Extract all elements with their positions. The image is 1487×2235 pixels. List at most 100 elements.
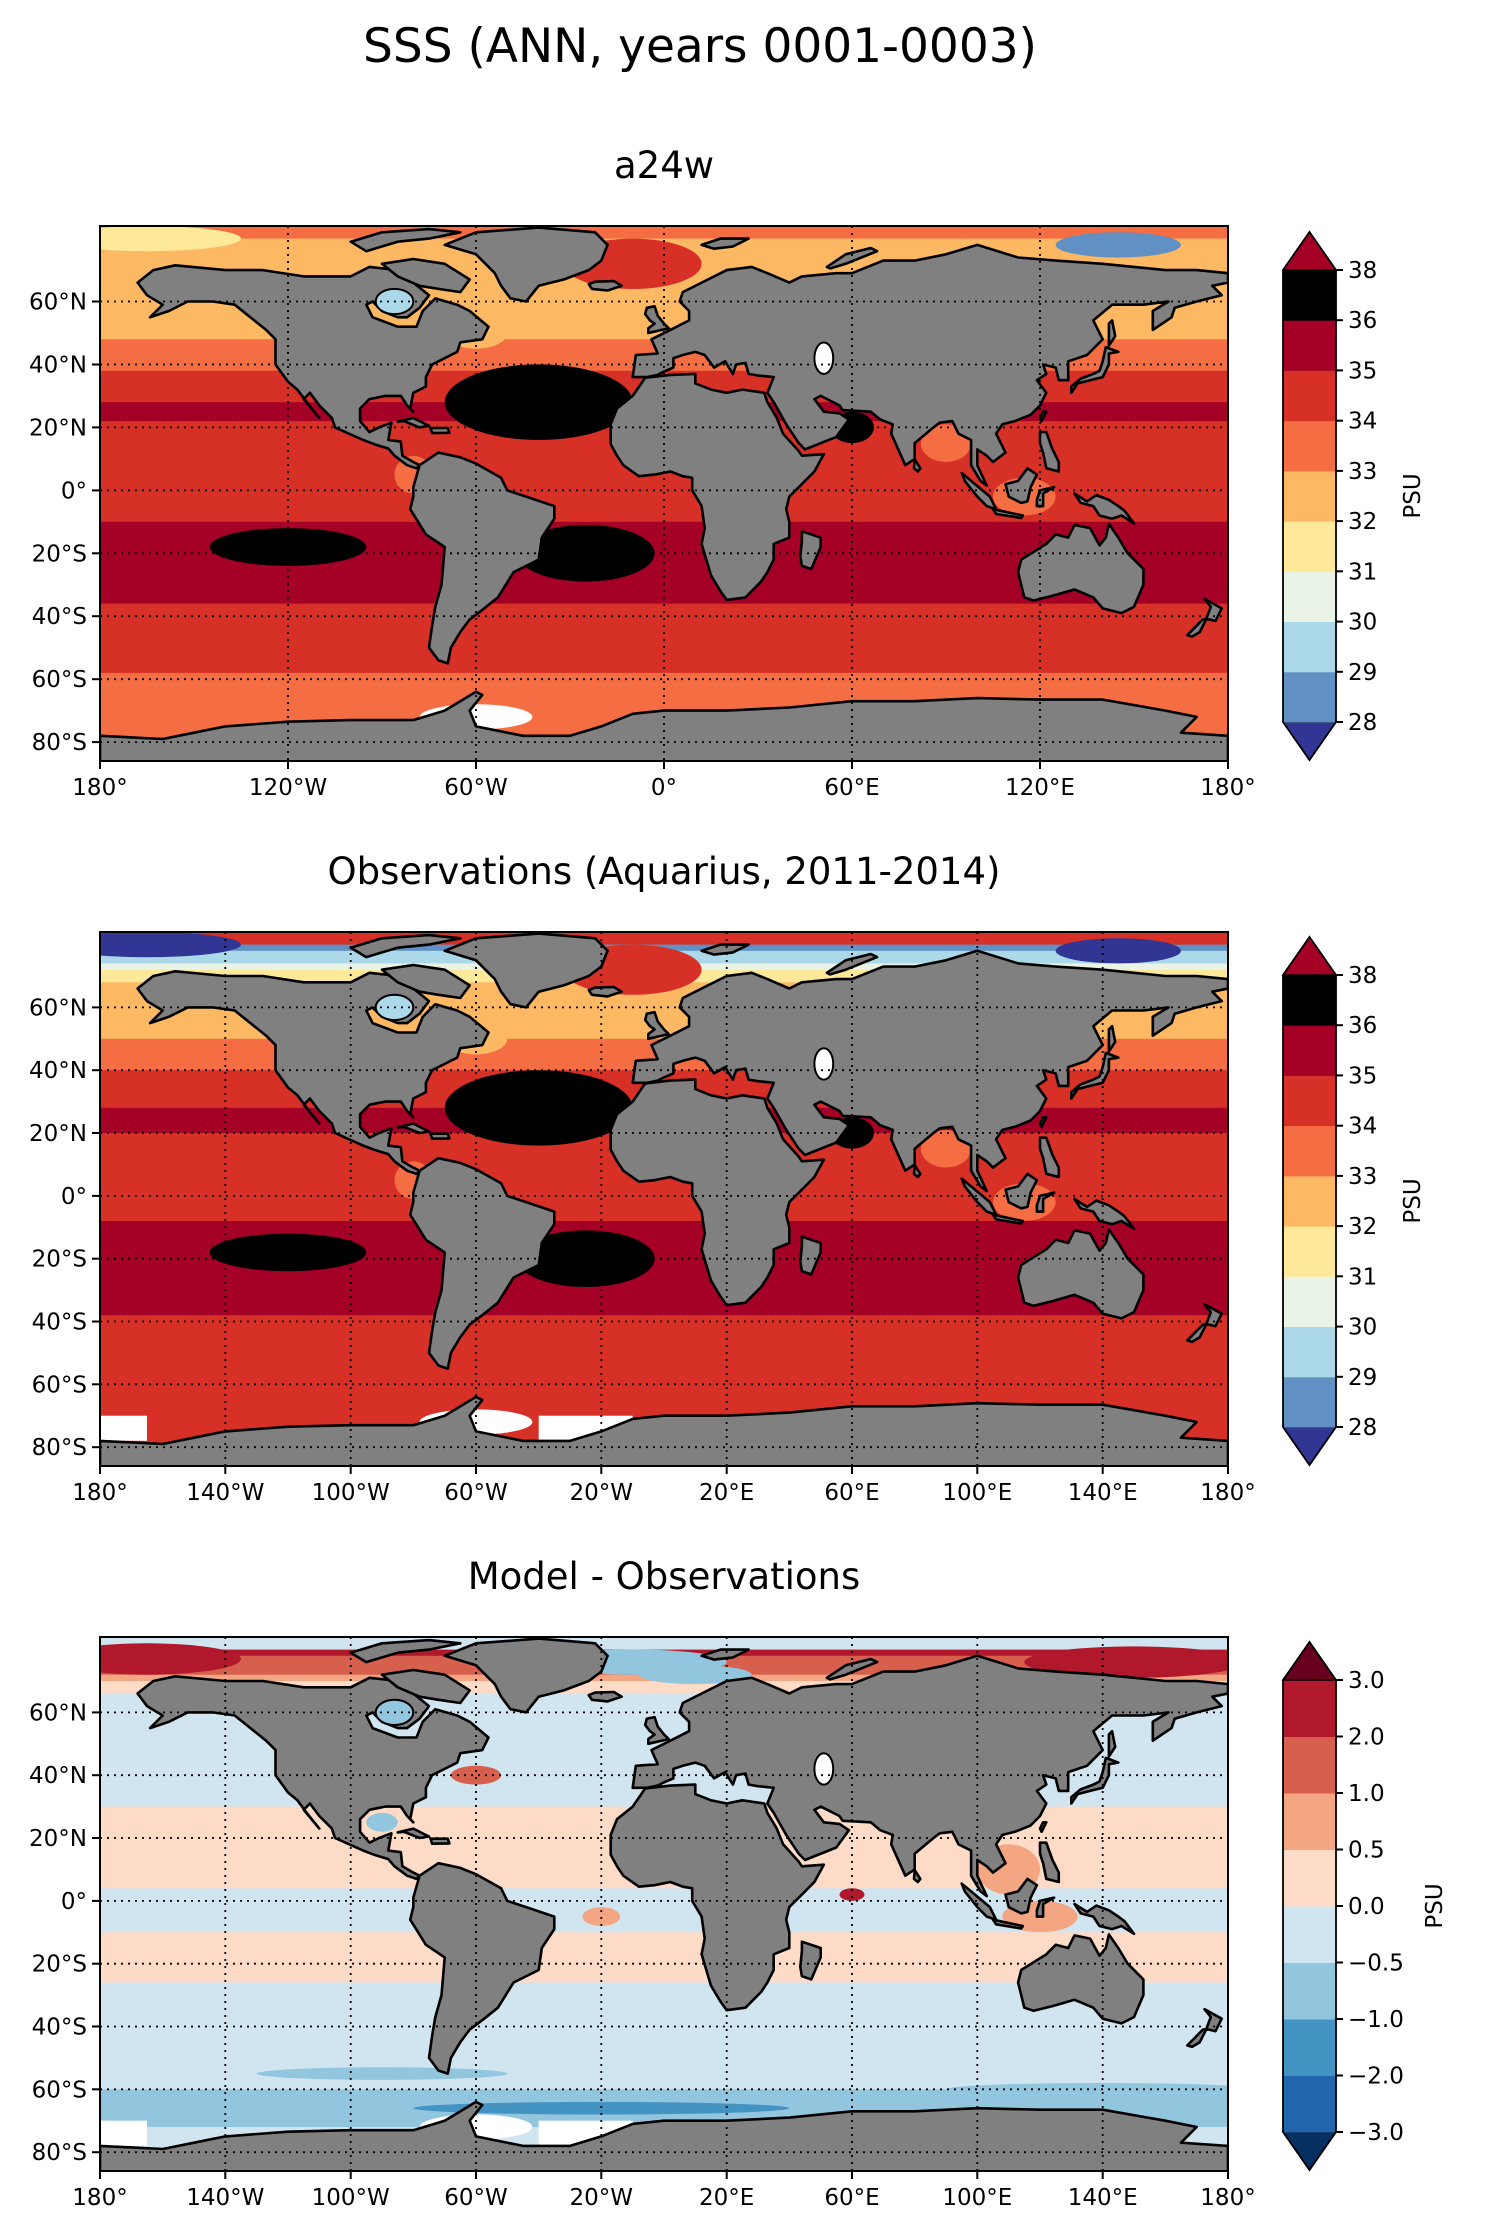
- land-japan: [1070, 1051, 1120, 1100]
- lon-tick-label: 140°W: [186, 1480, 264, 1506]
- lat-tick-label: 60°S: [32, 667, 87, 693]
- salinity-band: [100, 1265, 1228, 1272]
- salinity-band: [100, 2095, 1228, 2103]
- salinity-band: [100, 698, 1228, 705]
- salinity-band: [100, 1988, 1228, 1996]
- lat-tick-label: 20°N: [29, 1826, 87, 1852]
- salinity-band: [100, 1334, 1228, 1341]
- land-iceland: [587, 1690, 624, 1703]
- land-newzealand: [1186, 1302, 1223, 1344]
- lat-tick-label: 40°N: [29, 1058, 87, 1084]
- salinity-band: [100, 1725, 1228, 1732]
- gridlines: [100, 932, 1228, 1466]
- land-sumatra: [960, 1882, 998, 1921]
- colorbar-segment: [1283, 1025, 1336, 1076]
- land: [100, 932, 1228, 1466]
- salinity-feature: [413, 2101, 790, 2115]
- lon-tick-label: 180°: [72, 2185, 127, 2211]
- salinity-band: [100, 2114, 1228, 2122]
- salinity-band: [100, 1693, 1228, 1701]
- panel-title: Observations (Aquarius, 2011-2014): [328, 850, 1001, 893]
- lon-tick-label: 120°W: [249, 775, 327, 801]
- land-svalbard: [700, 943, 750, 956]
- salinity-band: [100, 1706, 1228, 1713]
- land-svalbard: [700, 1648, 750, 1661]
- colorbar-tick-label: 29: [1348, 1365, 1377, 1391]
- colorbar-segment: [1283, 1962, 1336, 2020]
- land-sumatra: [960, 1177, 998, 1216]
- salinity-feature: [256, 2067, 508, 2080]
- salinity-band: [100, 534, 1228, 542]
- salinity-band: [100, 647, 1228, 655]
- salinity-feature: [209, 1233, 367, 1272]
- colorbar-tick-label: −0.5: [1348, 1951, 1404, 1977]
- salinity-band: [100, 2007, 1228, 2015]
- lon-tick-label: 120°E: [1005, 775, 1075, 801]
- lon-tick-label: 180°: [1200, 2185, 1255, 2211]
- salinity-feature: [582, 1907, 621, 1926]
- salinity-band: [100, 1020, 1228, 1027]
- colorbar-segment: [1283, 1125, 1336, 1177]
- colorbar-segment: [1283, 671, 1336, 723]
- lat-tick-label: 80°S: [32, 1435, 87, 1461]
- salinity-feature: [1165, 572, 1228, 598]
- land-sulawesi: [1035, 1191, 1056, 1213]
- colorbar-tick-label: −1.0: [1348, 2007, 1404, 2033]
- salinity-band: [100, 1403, 1228, 1411]
- land-japan: [1070, 345, 1120, 395]
- colorbar-tick-label: 38: [1348, 963, 1377, 989]
- colorbar-segment: [1283, 1326, 1336, 1378]
- colorbar-tick-label: 34: [1348, 409, 1377, 435]
- salinity-band: [100, 521, 1228, 529]
- colorbar: 28 29 30 31 32 33 34 35 36 38 PSU: [1281, 230, 1426, 762]
- land-uk: [643, 1010, 671, 1041]
- land-taiwan: [1038, 1116, 1048, 1129]
- land-cuba: [396, 1122, 431, 1135]
- colorbar-label: PSU: [1400, 1178, 1426, 1223]
- lat-tick-label: 0°: [61, 1184, 87, 1210]
- colorbar-segment: [1283, 1849, 1336, 1907]
- land-samerica: [408, 1156, 556, 1370]
- salinity-band: [100, 1919, 1228, 1927]
- salinity-band: [100, 994, 1228, 1002]
- land-africa: [609, 1783, 826, 2012]
- salinity-band: [100, 1296, 1228, 1304]
- colorbar-tick-label: 33: [1348, 1164, 1377, 1190]
- colorbar-tick-label: 2.0: [1348, 1725, 1385, 1751]
- colorbar-segment: [1283, 320, 1336, 371]
- salinity-band: [100, 1013, 1228, 1021]
- salinity-band: [100, 1907, 1228, 1914]
- salinity-band: [100, 704, 1228, 712]
- salinity-band: [100, 1970, 1228, 1977]
- salinity-feature: [100, 1643, 241, 1675]
- salinity-band: [100, 288, 1228, 296]
- lon-tick-label: 100°W: [312, 1480, 390, 1506]
- salinity-feature: [1055, 232, 1182, 258]
- lat-tick-label: 40°N: [29, 353, 87, 379]
- gridlines: [100, 226, 1228, 761]
- colorbar-segment: [1283, 2075, 1336, 2133]
- lon-tick-label: 20°W: [570, 1480, 634, 1506]
- salinity-band: [100, 528, 1228, 535]
- colorbar-segment: [1283, 621, 1336, 673]
- lon-tick-label: 100°E: [942, 1480, 1012, 1506]
- map-frame: [99, 1636, 1229, 2172]
- land-eurasia: [631, 949, 1228, 1193]
- salinity-band: [100, 477, 1228, 485]
- land-philippines: [1038, 1136, 1061, 1179]
- salinity-band: [100, 1183, 1228, 1191]
- salinity-feature: [209, 528, 367, 566]
- salinity-band: [100, 1365, 1228, 1373]
- lon-tick-label: 20°E: [699, 2185, 754, 2211]
- colorbar-segment: [1283, 571, 1336, 622]
- caspian-sea: [813, 1047, 835, 1081]
- land-iceland: [587, 279, 624, 292]
- salinity-band: [100, 1926, 1228, 1933]
- land-namerica: [136, 969, 490, 1176]
- salinity-band: [100, 1007, 1228, 1015]
- colorbar-segment: [1283, 1226, 1336, 1277]
- land-sakhalin: [1107, 1024, 1117, 1053]
- land-madagascar: [798, 1940, 823, 1981]
- land-taiwan: [1038, 1821, 1048, 1834]
